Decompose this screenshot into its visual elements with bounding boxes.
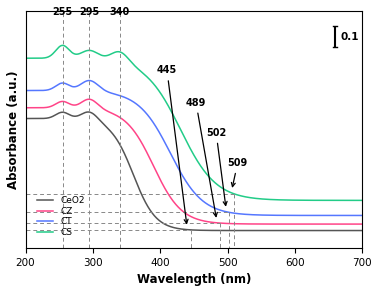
Text: 340: 340 [110, 7, 130, 17]
Text: 502: 502 [206, 128, 227, 205]
Text: 0.1: 0.1 [341, 32, 359, 42]
Text: 489: 489 [186, 98, 217, 217]
Text: 445: 445 [157, 65, 188, 223]
Legend: CeO2, CZ, CT, CS: CeO2, CZ, CT, CS [33, 192, 89, 241]
Y-axis label: Absorbance (a.u.): Absorbance (a.u.) [7, 70, 20, 188]
Text: 295: 295 [79, 7, 100, 17]
Text: 509: 509 [227, 158, 248, 187]
Text: 255: 255 [52, 7, 73, 17]
X-axis label: Wavelength (nm): Wavelength (nm) [137, 273, 251, 286]
